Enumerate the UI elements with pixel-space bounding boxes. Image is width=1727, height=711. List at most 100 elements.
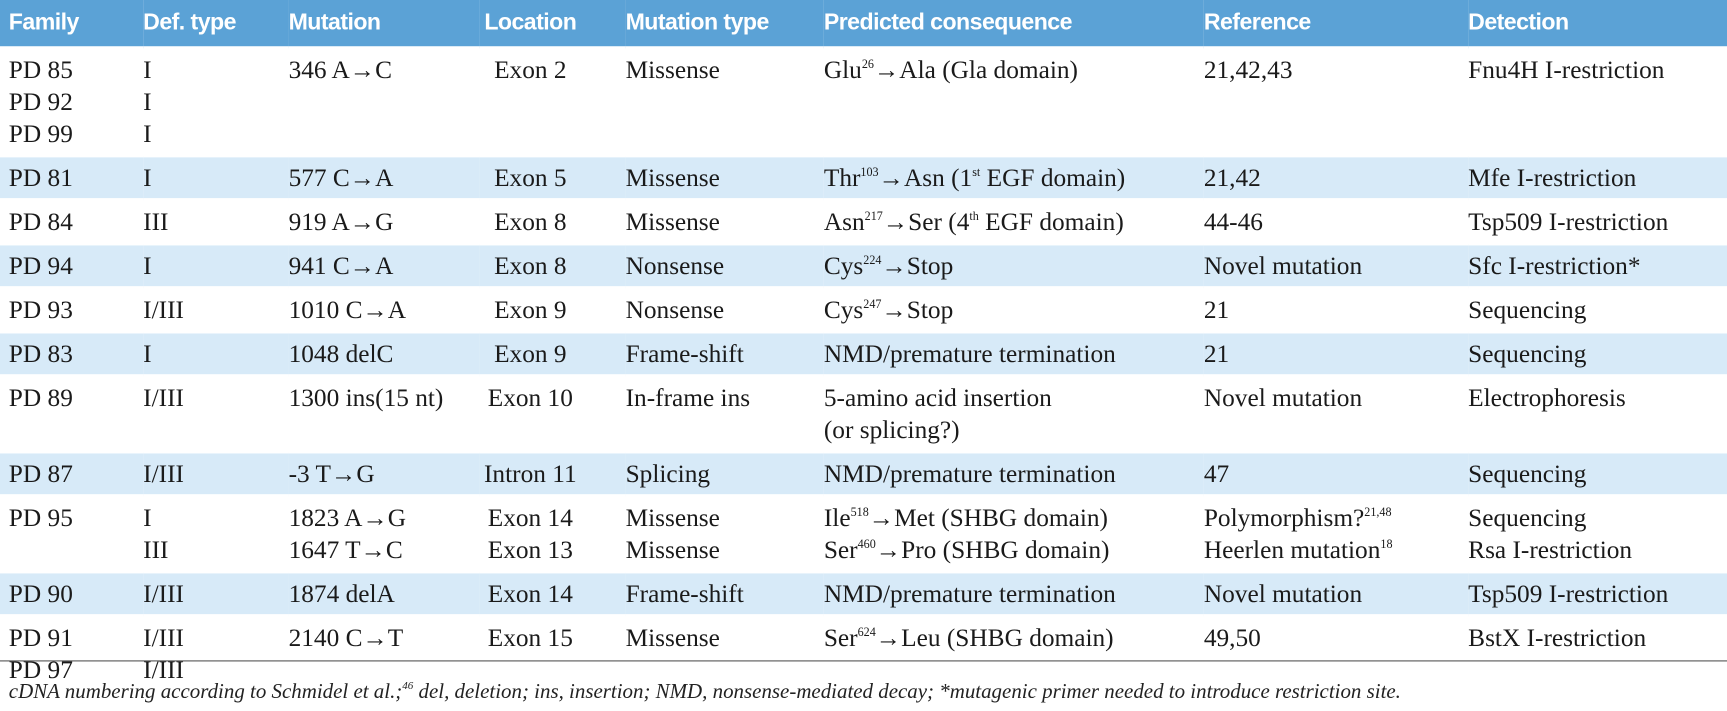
header-cell: Reference bbox=[1203, 0, 1469, 48]
cell-line: 1300 ins(15 nt) bbox=[289, 382, 480, 414]
text: Missense bbox=[625, 56, 720, 84]
text: I/III bbox=[143, 296, 184, 324]
table-cell: Missense bbox=[626, 616, 824, 690]
superscript: 103 bbox=[860, 166, 879, 180]
cell-line: PD 90 bbox=[9, 578, 143, 610]
text: I/III bbox=[143, 384, 184, 412]
table-cell: Missense bbox=[626, 200, 824, 244]
cell-line: Cys224→Stop bbox=[824, 250, 1204, 282]
table-cell: Glu26→Ala (Gla domain) bbox=[824, 48, 1204, 156]
cell-line: Exon 2 bbox=[479, 54, 581, 86]
text: 1048 delC bbox=[288, 340, 394, 368]
text: I bbox=[143, 119, 152, 148]
table-cell: BstX I-restriction bbox=[1468, 616, 1727, 690]
table-cell: 1823 A→G 1647 T→C bbox=[289, 496, 480, 572]
text: Missense bbox=[625, 624, 720, 652]
cell-line: I bbox=[143, 502, 288, 534]
text: →Leu (SHBG domain) bbox=[875, 624, 1114, 652]
superscript: 18 bbox=[1380, 538, 1393, 552]
cell-line: Intron 11 bbox=[479, 458, 581, 490]
footnote: cDNA numbering according to Schmidel et … bbox=[9, 680, 1401, 704]
text: Exon 9 bbox=[494, 340, 567, 368]
text: PD 81 bbox=[8, 163, 73, 192]
text: Exon 13 bbox=[487, 535, 573, 564]
cell-line: Missense bbox=[626, 206, 824, 238]
text: Missense bbox=[625, 163, 720, 192]
table-cell: Tsp509 I-restriction bbox=[1468, 200, 1727, 244]
cell-line: 21,42,43 bbox=[1204, 54, 1468, 86]
table-cell: PD 95 bbox=[0, 496, 143, 572]
cell-line: PD 94 bbox=[9, 250, 143, 282]
table-cell: Cys247→Stop bbox=[824, 288, 1204, 332]
text: Sequencing bbox=[1468, 340, 1587, 368]
text: Exon 14 bbox=[487, 580, 573, 608]
text: PD 84 bbox=[8, 208, 73, 236]
text: PD 94 bbox=[8, 252, 73, 280]
cell-line: Asn217→Ser (4th EGF domain) bbox=[824, 206, 1204, 238]
table-body: PD 85 PD 92 PD 99 I I I 346 A→C Exon 2 Missense G… bbox=[0, 47, 1727, 690]
text: 919 A→G bbox=[288, 208, 394, 236]
header-cell: Mutation bbox=[288, 0, 480, 48]
table-row: PD 83 I 1048 delC Exon 9 Frame-shift NMD/prem… bbox=[0, 331, 1727, 376]
superscript: th bbox=[969, 210, 979, 224]
text: Nonsense bbox=[625, 296, 725, 324]
text: PD 83 bbox=[8, 340, 73, 368]
cell-line: PD 87 bbox=[9, 458, 143, 490]
text: Nonsense bbox=[625, 252, 725, 280]
header-cell: Location bbox=[479, 0, 626, 48]
cell-line: Ser624→Leu (SHBG domain) bbox=[824, 622, 1204, 654]
table-cell: Frame-shift bbox=[625, 571, 824, 616]
table-cell: 21 bbox=[1204, 288, 1468, 332]
table-cell: Missense bbox=[625, 155, 824, 200]
cell-line: Missense bbox=[626, 534, 824, 566]
text: →Ala (Gla domain) bbox=[873, 56, 1078, 84]
cell-line: Exon 9 bbox=[479, 338, 581, 370]
table-cell: 21,42,43 bbox=[1204, 48, 1468, 156]
table-cell: Sequencing Rsa I-restriction bbox=[1468, 496, 1727, 572]
table-cell: PD 89 bbox=[0, 376, 143, 452]
text: 1647 T→C bbox=[288, 535, 403, 564]
table-row: PD 93 I/III 1010 C→A Exon 9 Nonsense Cys247→S… bbox=[0, 287, 1727, 332]
text: Novel mutation bbox=[1203, 252, 1363, 280]
table-row: PD 89 I/III 1300 ins(15 nt) Exon 10 In-frame… bbox=[0, 375, 1727, 452]
text: Asn bbox=[823, 208, 865, 236]
cell-line: PD 92 bbox=[9, 86, 143, 118]
text: Tsp509 I-restriction bbox=[1468, 580, 1669, 608]
text: Exon 10 bbox=[487, 384, 573, 412]
cell-line: PD 81 bbox=[9, 162, 143, 194]
text: del, deletion; ins, insertion; NMD, nons… bbox=[413, 680, 1401, 704]
table-row: PD 81 I 577 C→A Exon 5 Missense Thr103→Asn (1… bbox=[0, 155, 1727, 200]
table-row: PD 87 I/III -3 T→G Intron 11 Splicing NMD/pre… bbox=[0, 451, 1727, 496]
table-cell: Exon 8 bbox=[479, 243, 626, 288]
cell-line: Exon 14 bbox=[479, 578, 581, 610]
text: 577 C→A bbox=[288, 163, 394, 192]
text: I bbox=[143, 340, 152, 368]
table-cell: 1048 delC bbox=[288, 331, 480, 376]
text: 1010 C→A bbox=[288, 296, 407, 324]
text: Sequencing bbox=[1468, 460, 1587, 488]
text: Frame-shift bbox=[625, 340, 744, 368]
table-row: PD 94 I 941 C→A Exon 8 Nonsense Cys224→Stop No… bbox=[0, 243, 1727, 288]
cell-line: Tsp509 I-restriction bbox=[1468, 578, 1727, 610]
cell-line: Frame-shift bbox=[626, 338, 824, 370]
cell-line: PD 99 bbox=[9, 118, 143, 150]
text: PD 95 bbox=[8, 504, 73, 532]
cell-line: Frame-shift bbox=[626, 578, 824, 610]
table-cell: Fnu4H I-restriction bbox=[1468, 48, 1727, 156]
text: 21,42 bbox=[1203, 163, 1261, 192]
cell-line: NMD/premature termination bbox=[824, 458, 1204, 490]
table-cell: Ile518→Met (SHBG domain) Ser460→Pro (SHBG… bbox=[824, 496, 1204, 572]
cell-line: 49,50 bbox=[1204, 622, 1468, 654]
text: PD 89 bbox=[8, 384, 73, 412]
text: I/III bbox=[143, 624, 184, 652]
cell-line: Exon 5 bbox=[479, 162, 581, 194]
superscript: 46 bbox=[402, 680, 414, 693]
table-cell: PD 93 bbox=[0, 288, 143, 332]
cell-line: Exon 9 bbox=[479, 294, 581, 326]
cell-line: Missense bbox=[626, 502, 824, 534]
cell-line: Glu26→Ala (Gla domain) bbox=[824, 54, 1204, 86]
table-cell: I III bbox=[143, 496, 288, 572]
table-cell: 44-46 bbox=[1204, 200, 1468, 244]
cell-line: PD 93 bbox=[9, 294, 143, 326]
table-cell: 919 A→G bbox=[289, 200, 480, 244]
